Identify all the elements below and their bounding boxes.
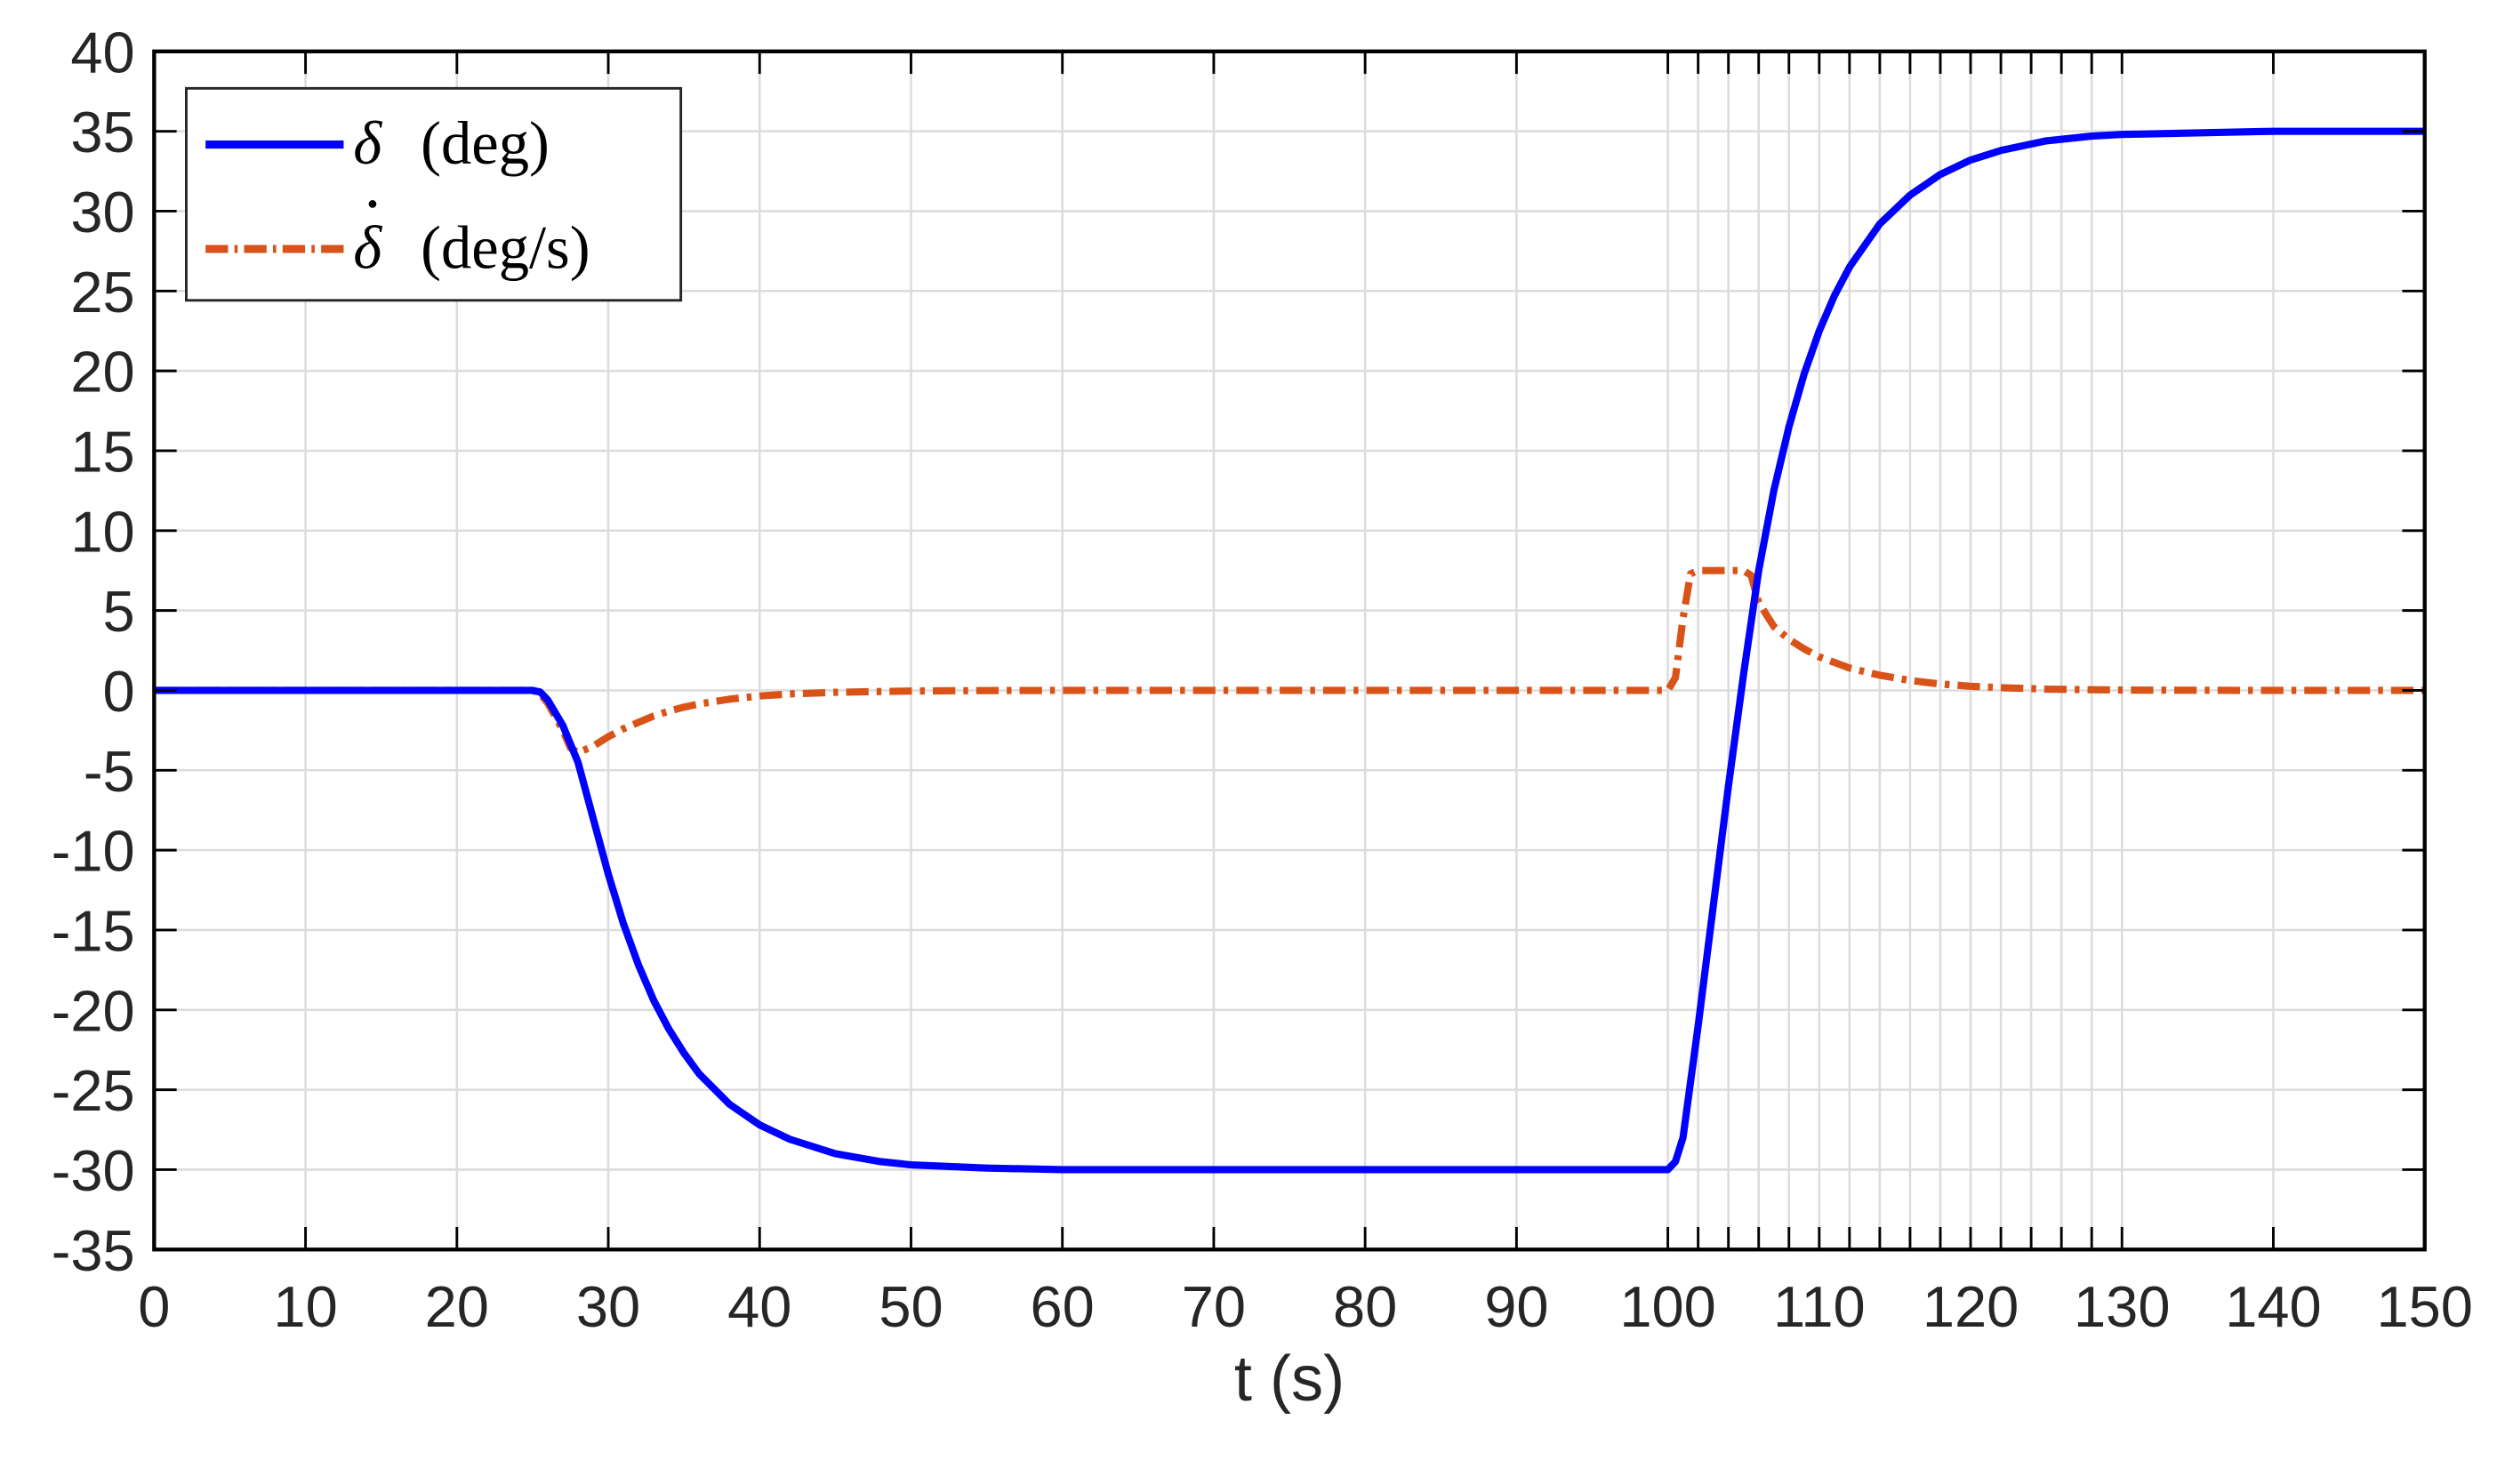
- y-tick-label: 40: [70, 20, 134, 84]
- x-tick-label: 150: [2376, 1274, 2472, 1339]
- y-tick-label: -25: [52, 1058, 135, 1123]
- x-tick-labels: 0 10 20 30 40 50 60 70 80 90 100 110 120 130 140 150: [138, 1274, 2473, 1339]
- plot-area-frame: [152, 49, 2427, 1252]
- y-tick-label: 5: [103, 579, 135, 644]
- x-tick-label: 100: [1619, 1274, 1715, 1339]
- y-tick-label: 25: [70, 260, 134, 325]
- axis-ticks: [152, 50, 2427, 1251]
- x-tick-label: 30: [576, 1274, 640, 1339]
- x-tick-label: 20: [425, 1274, 489, 1339]
- y-tick-label: 30: [70, 180, 134, 245]
- y-tick-label: -5: [84, 739, 135, 804]
- legend-box: [185, 86, 683, 302]
- x-axis-title: t (s): [1234, 1344, 1345, 1415]
- y-tick-label: 20: [70, 340, 134, 405]
- legend-delta-symbol: δ: [353, 109, 382, 177]
- y-tick-label: -10: [52, 819, 135, 884]
- series-delta-line: [154, 127, 2425, 1174]
- y-tick-label: 0: [103, 659, 135, 724]
- x-tick-label: 130: [2074, 1274, 2170, 1339]
- x-tick-label: 90: [1484, 1274, 1548, 1339]
- legend: δ (deg) δ (deg/s): [185, 86, 683, 302]
- y-tick-label: -15: [52, 898, 135, 963]
- y-tick-labels: 40 35 30 25 20 15 10 5 0 -5 -10 -15 -20 -25 -30 -35: [52, 20, 135, 1282]
- legend-delta-dot-units: (deg/s): [421, 214, 590, 282]
- x-tick-label: 140: [2225, 1274, 2321, 1339]
- legend-delta-units: (deg): [421, 109, 550, 177]
- x-tick-label: 80: [1333, 1274, 1397, 1339]
- x-tick-label: 10: [273, 1274, 337, 1339]
- series-delta-dot-line: [154, 566, 2425, 757]
- x-tick-label: 120: [1923, 1274, 2019, 1339]
- x-tick-label: 50: [879, 1274, 943, 1339]
- x-tick-label: 40: [727, 1274, 791, 1339]
- y-tick-label: -35: [52, 1218, 135, 1283]
- y-tick-label: 10: [70, 499, 134, 564]
- y-tick-label: 15: [70, 419, 134, 484]
- y-tick-label: 35: [70, 100, 134, 164]
- x-tick-label: 110: [1773, 1274, 1866, 1339]
- x-tick-label: 60: [1031, 1274, 1095, 1339]
- legend-delta-dot-symbol: δ: [353, 214, 382, 282]
- x-tick-label: 70: [1182, 1274, 1246, 1339]
- y-tick-label: -20: [52, 978, 135, 1043]
- x-tick-label: 0: [138, 1274, 170, 1339]
- data-series: [154, 127, 2425, 1174]
- dot-accent-icon: [368, 200, 377, 208]
- y-tick-label: -30: [52, 1138, 135, 1203]
